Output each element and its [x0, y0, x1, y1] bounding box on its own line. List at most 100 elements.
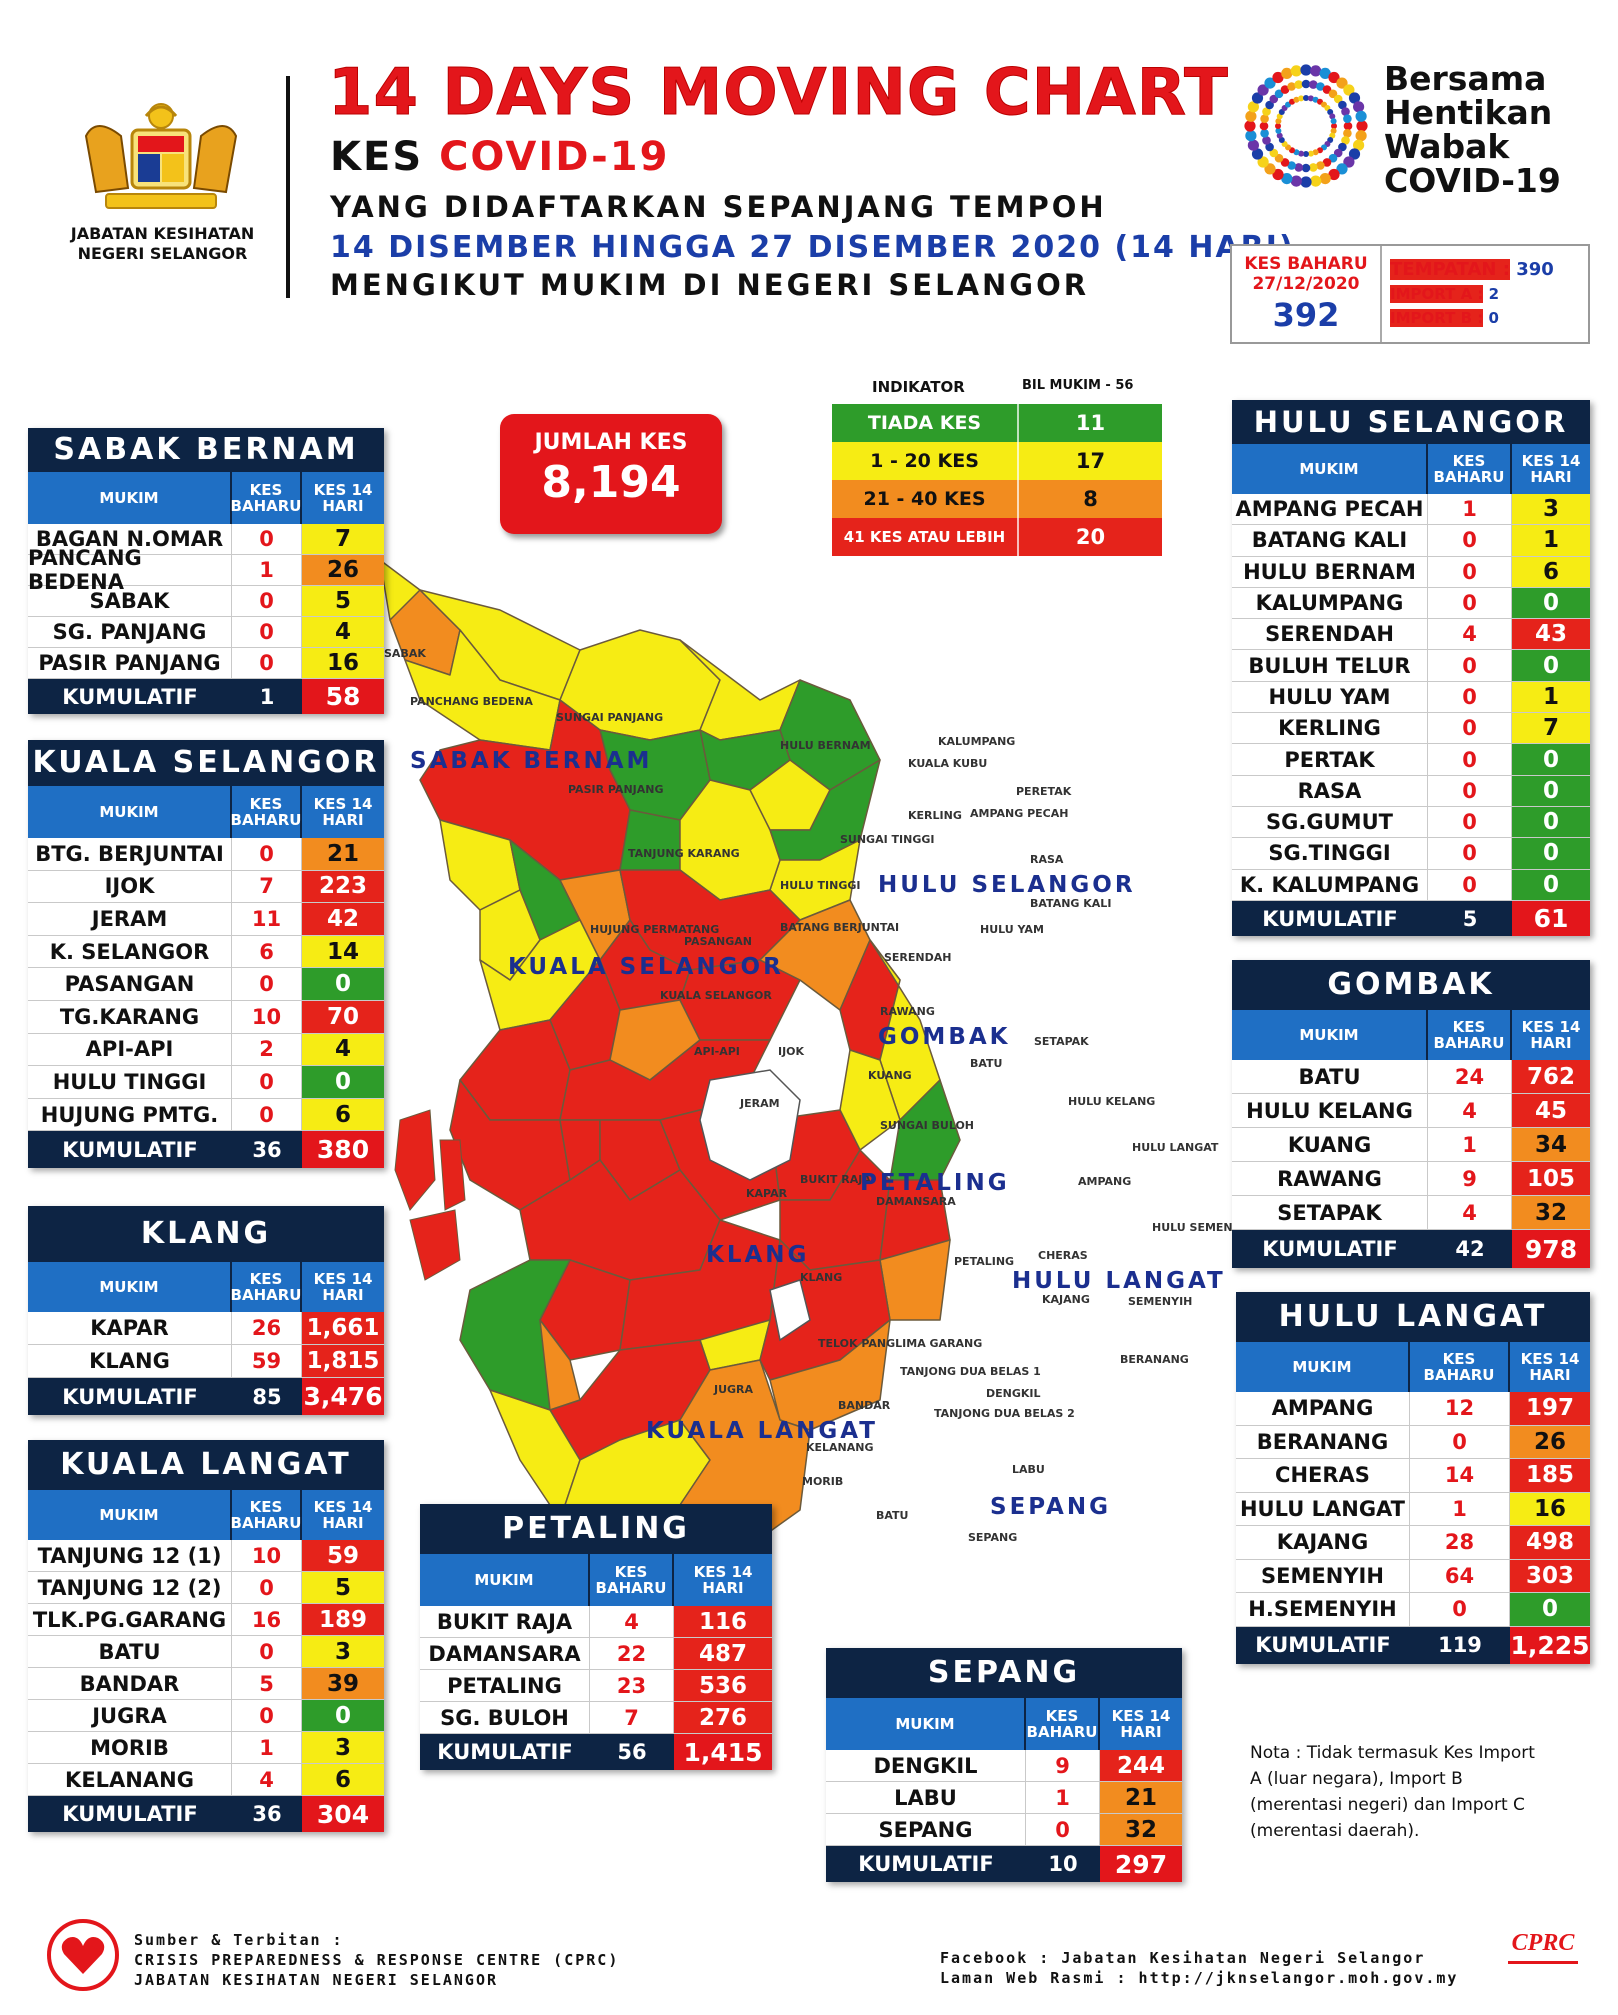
table-row: DAMANSARA 22 487 — [420, 1638, 772, 1670]
kes-14-hari-value: 0 — [1512, 838, 1590, 869]
kes-baharu-value: 0 — [1428, 587, 1512, 619]
kes-baharu-value: 11 — [232, 903, 302, 935]
map-mukim-label: BATU — [970, 1057, 1003, 1070]
cumulative-label: KUMULATIF — [62, 1384, 198, 1409]
map-kuala-lumpur — [699, 1069, 801, 1181]
table-sabak-bernam: SABAK BERNAM MUKIM KES BAHARU KES 14 HARI BA… — [28, 428, 384, 714]
cumulative-14-hari: 58 — [302, 679, 384, 714]
mukim-name: SABAK — [28, 586, 232, 616]
kes-baharu-value: 28 — [1410, 1526, 1510, 1559]
table-row: PASIR PANJANG 0 16 — [28, 648, 384, 679]
cumulative-row: KUMULATIF 85 3,476 — [28, 1378, 384, 1415]
kes-14-hari-value: 1 — [1512, 525, 1590, 556]
table-row: SEPANG 0 32 — [826, 1814, 1182, 1846]
kes-baharu-value: 1 — [1410, 1492, 1510, 1525]
map-putrajaya — [769, 1279, 811, 1342]
kes-14-hari-value: 0 — [1512, 650, 1590, 681]
kes-14-hari-value: 185 — [1510, 1459, 1590, 1492]
table-row: CHERAS 14 185 — [1236, 1459, 1590, 1493]
jumlah-kes-value: 8,194 — [541, 457, 681, 508]
map-mukim-label: IJOK — [778, 1045, 805, 1058]
col-header-kes-14-hari: KES 14 HARI — [1520, 1350, 1580, 1384]
mukim-name: H.SEMENYIH — [1236, 1593, 1410, 1626]
mukim-name: DAMANSARA — [420, 1638, 590, 1669]
kes-baharu-value: 4 — [1428, 619, 1512, 650]
district-name: HULU LANGAT — [1236, 1292, 1590, 1342]
kes-14-hari-value: 7 — [302, 524, 384, 554]
table-row: SEMENYIH 64 303 — [1236, 1559, 1590, 1593]
footer-source-line2: JABATAN KESIHATAN NEGERI SELANGOR — [134, 1971, 499, 1989]
kes-14-hari-value: 762 — [1512, 1060, 1590, 1093]
kes-baharu-value: 0 — [1428, 806, 1512, 838]
kes-14-hari-value: 4 — [302, 617, 384, 647]
col-header-kes-14-hari: KES 14 HARI — [693, 1563, 753, 1597]
map-mukim-label: LABU — [1012, 1463, 1045, 1476]
kes-14-hari-value: 303 — [1510, 1559, 1590, 1592]
table-row: TG.KARANG 10 70 — [28, 1000, 384, 1034]
map-mukim-label: KUALA SELANGOR — [660, 989, 772, 1002]
kes-14-hari-value: 487 — [674, 1638, 772, 1669]
mukim-name: JUGRA — [28, 1700, 232, 1731]
col-header-mukim: MUKIM — [420, 1554, 590, 1606]
map-mukim-label: KELANANG — [806, 1441, 874, 1454]
kes-14-hari-value: 105 — [1512, 1162, 1590, 1195]
mukim-name: KUANG — [1232, 1128, 1428, 1161]
table-row: AMPANG 12 197 — [1236, 1392, 1590, 1426]
table-sepang: SEPANG MUKIM KES BAHARU KES 14 HARI DENGKIL 9… — [826, 1648, 1182, 1882]
kes-baharu-value: 0 — [1428, 556, 1512, 587]
map-mukim-label: SUNGAI TINGGI — [840, 833, 935, 846]
mukim-name: LABU — [826, 1782, 1026, 1813]
column-header-row: MUKIM KES BAHARU KES 14 HARI — [1236, 1342, 1590, 1392]
table-hulu-selangor: HULU SELANGOR MUKIM KES BAHARU KES 14 HARI A… — [1232, 400, 1590, 937]
map-label-kuala-selangor: KUALA SELANGOR — [508, 954, 784, 980]
column-header-row: MUKIM KES BAHARU KES 14 HARI — [28, 786, 384, 838]
kes-baharu-date: 27/12/2020 — [1252, 274, 1360, 294]
map-label-klang: KLANG — [706, 1242, 810, 1268]
map-mukim-label: KUALA KUBU — [908, 757, 988, 770]
mukim-name: HULU KELANG — [1232, 1094, 1428, 1127]
table-row: LABU 1 21 — [826, 1782, 1182, 1814]
map-mukim-label: KUANG — [868, 1069, 912, 1082]
cumulative-row: KUMULATIF 36 380 — [28, 1131, 384, 1168]
map-mukim-label: SEMENYIH — [1128, 1295, 1193, 1308]
column-header-row: MUKIM KES BAHARU KES 14 HARI — [826, 1698, 1182, 1750]
cumulative-label: KUMULATIF — [1262, 1237, 1398, 1261]
map-mukim-label: HULU BERNAM — [780, 739, 871, 752]
table-row: BTG. BERJUNTAI 0 21 — [28, 838, 384, 871]
mukim-name: CHERAS — [1236, 1459, 1410, 1492]
kes-baharu-value: 0 — [232, 968, 302, 1000]
cprc-logo: CPRC — [1508, 1930, 1578, 1996]
kes-14-hari-value: 0 — [302, 1066, 384, 1098]
kes-14-hari-value: 197 — [1510, 1392, 1590, 1425]
kes-14-hari-value: 5 — [302, 1572, 384, 1603]
table-row: IJOK 7 223 — [28, 870, 384, 904]
campaign-burst-icon — [1236, 56, 1376, 196]
mukim-name: HULU TINGGI — [28, 1066, 232, 1098]
table-row: PANCANG BEDENA 1 26 — [28, 546, 384, 594]
dept-name-line1: JABATAN KESIHATAN — [70, 224, 255, 243]
map-mukim-label: BATANG KALI — [1030, 897, 1112, 910]
map-mukim-label: BUKIT RAJA — [800, 1173, 871, 1186]
kes-baharu-value: 24 — [1428, 1060, 1512, 1093]
map-mukim-label: SETAPAK — [1034, 1035, 1089, 1048]
indicator-row: 41 KES ATAU LEBIH 20 — [832, 518, 1162, 556]
table-hulu-langat: HULU LANGAT MUKIM KES BAHARU KES 14 HARI AMP… — [1236, 1292, 1590, 1664]
jumlah-kes-box: JUMLAH KES 8,194 — [500, 414, 722, 534]
subtitle-kes: KES COVID-19 — [330, 134, 669, 180]
indicator-label: TIADA KES — [867, 412, 982, 434]
table-row: H.SEMENYIH 0 0 — [1236, 1593, 1590, 1627]
table-row: PETALING 23 536 — [420, 1670, 772, 1702]
indicator-label: 21 - 40 KES — [863, 488, 986, 510]
table-row: BATU 0 3 — [28, 1636, 384, 1668]
column-header-row: MUKIM KES BAHARU KES 14 HARI — [28, 1490, 384, 1540]
col-header-mukim: MUKIM — [28, 472, 232, 524]
kes-14-hari-value: 7 — [1512, 713, 1590, 744]
col-header-mukim: MUKIM — [28, 1490, 232, 1540]
kes-14-hari-value: 0 — [1512, 775, 1590, 806]
map-label-gombak: GOMBAK — [878, 1024, 1011, 1050]
cumulative-baharu: 119 — [1438, 1633, 1482, 1658]
kes-baharu-value: 392 — [1272, 296, 1340, 334]
table-row: SG. PANJANG 0 4 — [28, 617, 384, 648]
map-mukim-label: HULU LANGAT — [1132, 1141, 1219, 1154]
table-row: AMPANG PECAH 1 3 — [1232, 494, 1590, 526]
